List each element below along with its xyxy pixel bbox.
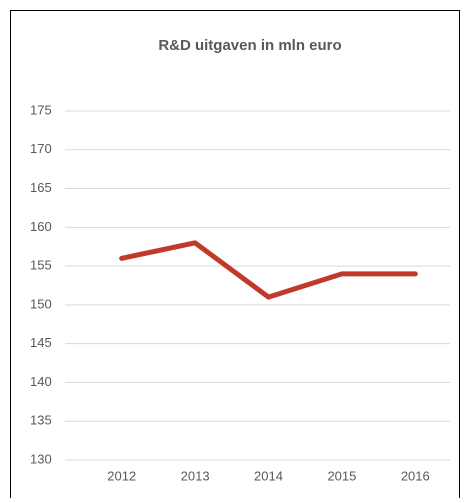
x-tick-label: 2015 xyxy=(327,468,356,483)
y-tick-label: 175 xyxy=(30,102,52,117)
x-tick-label: 2016 xyxy=(401,468,430,483)
y-tick-label: 140 xyxy=(30,374,52,389)
y-tick-label: 155 xyxy=(30,258,52,273)
x-tick-label: 2012 xyxy=(107,468,136,483)
y-tick-label: 130 xyxy=(30,451,52,466)
x-tick-label: 2013 xyxy=(181,468,210,483)
y-tick-label: 145 xyxy=(30,335,52,350)
line-series xyxy=(119,240,418,300)
y-tick-label: 160 xyxy=(30,219,52,234)
y-tick-label: 150 xyxy=(30,296,52,311)
y-tick-label: 135 xyxy=(30,413,52,428)
x-tick-label: 2014 xyxy=(254,468,283,483)
y-tick-label: 170 xyxy=(30,141,52,156)
y-tick-label: 165 xyxy=(30,180,52,195)
chart-title: R&D uitgaven in mln euro xyxy=(158,37,341,54)
chart-frame xyxy=(10,10,460,503)
